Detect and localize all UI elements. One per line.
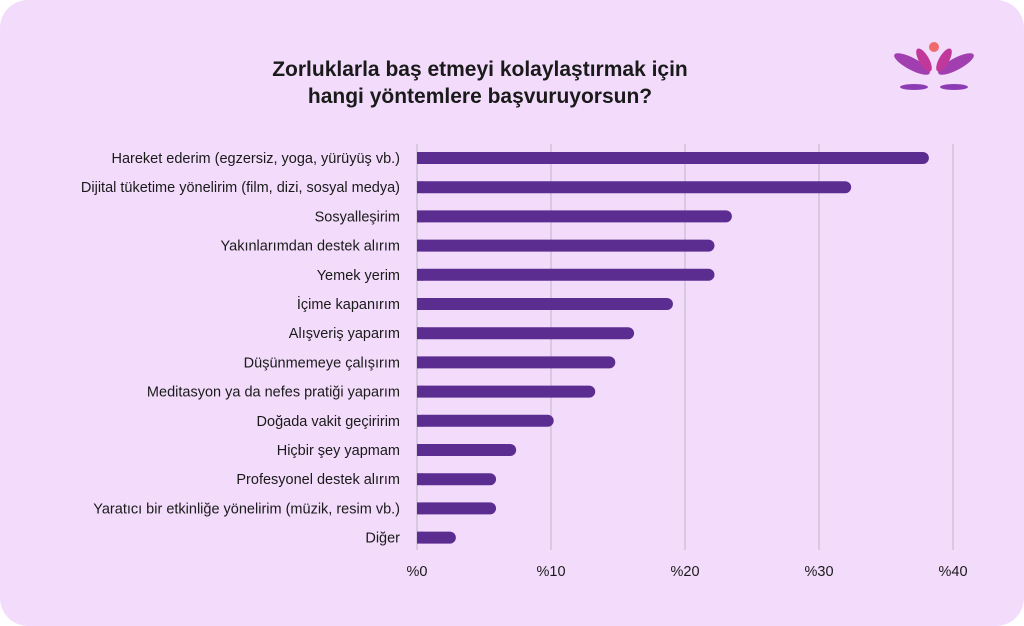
- bar: [417, 152, 929, 164]
- category-label: Düşünmemeye çalışırım: [244, 355, 400, 371]
- bar: [417, 414, 554, 427]
- category-label: Yaratıcı bir etkinliğe yönelirim (müzik,…: [93, 501, 400, 517]
- bar-left-edge: [417, 473, 423, 486]
- category-label: Doğada vakit geçiririm: [257, 414, 400, 430]
- x-tick-label: %10: [536, 564, 565, 580]
- chart-title: Zorluklarla baş etmeyi kolaylaştırmak iç…: [180, 56, 780, 110]
- x-tick-label: %20: [670, 564, 699, 580]
- bar-left-edge: [417, 414, 423, 427]
- bar: [417, 473, 497, 486]
- x-tick-label: %0: [407, 564, 428, 580]
- category-label: Hiçbir şey yapmam: [277, 443, 400, 459]
- bar-left-edge: [417, 239, 423, 252]
- bar-left-edge: [417, 181, 423, 194]
- category-label: Yemek yerim: [317, 268, 400, 284]
- category-label: Sosyalleşirim: [315, 209, 400, 225]
- category-label: Meditasyon ya da nefes pratiği yaparım: [147, 385, 400, 401]
- chart-title-line-1: Zorluklarla baş etmeyi kolaylaştırmak iç…: [272, 58, 688, 81]
- bar: [417, 181, 852, 194]
- bar-left-edge: [417, 210, 423, 223]
- category-label: İçime kapanırım: [297, 295, 400, 313]
- x-tick-label: %30: [804, 564, 833, 580]
- bar: [417, 502, 497, 515]
- bar-left-edge: [417, 444, 423, 456]
- bar-left-edge: [417, 268, 423, 281]
- bar-left-edge: [417, 327, 423, 340]
- bar: [417, 210, 732, 223]
- bar-left-edge: [417, 502, 423, 515]
- bar-left-edge: [417, 298, 423, 310]
- bar-left-edge: [417, 152, 423, 164]
- bar: [417, 531, 456, 544]
- bar: [417, 444, 517, 456]
- bar: [417, 239, 715, 252]
- bar: [417, 298, 673, 310]
- x-tick-label: %40: [938, 564, 967, 580]
- category-label: Diğer: [365, 531, 400, 547]
- category-label: Alışveriş yaparım: [289, 326, 400, 342]
- bar-left-edge: [417, 356, 423, 369]
- bar: [417, 268, 715, 281]
- bar-left-edge: [417, 385, 423, 398]
- chart-title-line-2: hangi yöntemlere başvuruyorsun?: [307, 85, 653, 108]
- bar-left-edge: [417, 531, 423, 544]
- bar: [417, 327, 635, 340]
- bar: [417, 356, 616, 369]
- category-label: Profesyonel destek alırım: [236, 472, 400, 488]
- category-label: Hareket ederim (egzersiz, yoga, yürüyüş …: [112, 151, 401, 167]
- bar: [417, 385, 596, 398]
- category-label: Dijital tüketime yönelirim (film, dizi, …: [81, 180, 400, 196]
- category-label: Yakınlarımdan destek alırım: [221, 239, 400, 255]
